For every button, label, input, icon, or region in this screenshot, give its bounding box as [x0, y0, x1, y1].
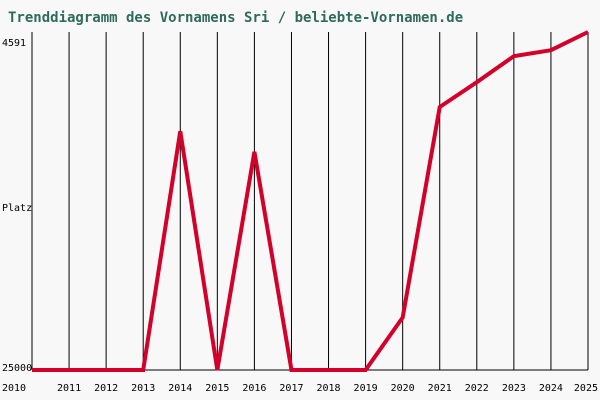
- x-tick-2021: 2021: [428, 383, 452, 394]
- x-tick-2020: 2020: [391, 383, 415, 394]
- x-tick-2022: 2022: [465, 383, 489, 394]
- x-tick-2014: 2014: [168, 383, 192, 394]
- y-tick-bottom: 25000: [2, 363, 32, 374]
- grid-lines: [68, 32, 589, 370]
- x-tick-2015: 2015: [205, 383, 229, 394]
- x-tick-2019: 2019: [354, 383, 378, 394]
- y-axis-label: Platz: [2, 203, 32, 214]
- x-tick-2011: 2011: [57, 383, 81, 394]
- x-tick-2016: 2016: [242, 383, 266, 394]
- x-tick-labels: 2010 2011 2012 2013 2014 2015 2016 2017 2018 2019…: [2, 383, 598, 394]
- y-tick-top: 4591: [2, 38, 26, 49]
- x-tick-2025: 2025: [574, 383, 598, 394]
- x-tick-2023: 2023: [502, 383, 526, 394]
- x-tick-2010: 2010: [2, 383, 26, 394]
- x-tick-2018: 2018: [316, 383, 340, 394]
- x-tick-2012: 2012: [94, 383, 118, 394]
- x-tick-2017: 2017: [279, 383, 303, 394]
- x-tick-2024: 2024: [539, 383, 563, 394]
- series-line: [32, 30, 589, 372]
- chart-title: Trenddiagramm des Vornamens Sri / belieb…: [8, 10, 463, 26]
- x-tick-2013: 2013: [131, 383, 155, 394]
